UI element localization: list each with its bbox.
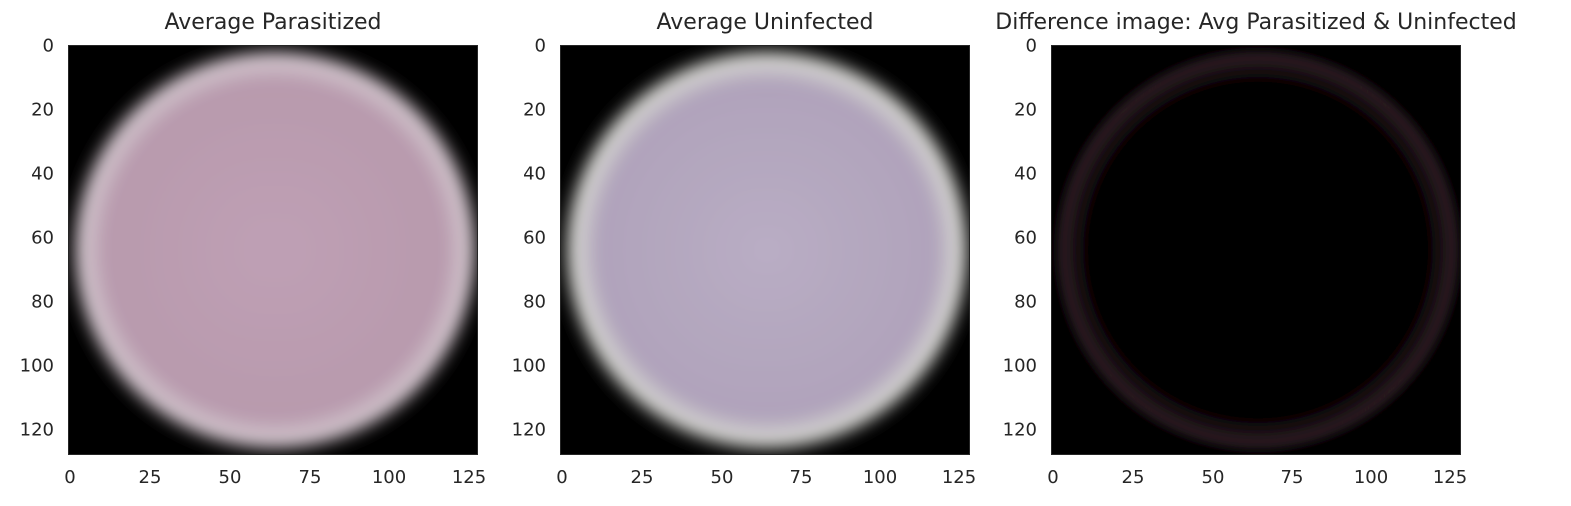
x-tick-label: 125 [941, 467, 977, 488]
y-tick-label: 0 [42, 35, 54, 57]
y-tick-label: 120 [1002, 419, 1037, 441]
image-canvas-difference [1052, 46, 1460, 454]
x-tick-label: 25 [1121, 467, 1145, 488]
y-tick-label: 20 [31, 99, 54, 121]
x-tick-label: 50 [218, 467, 242, 488]
x-tick-label: 0 [64, 467, 76, 488]
y-tick-label: 80 [523, 291, 546, 313]
y-tick-label: 120 [511, 419, 546, 441]
x-tick-label: 75 [298, 467, 322, 488]
image-canvas-uninfected [561, 46, 969, 454]
y-tick-label: 20 [1014, 99, 1037, 121]
x-tick-label: 25 [630, 467, 654, 488]
y-tick-label: 100 [1002, 355, 1037, 377]
y-tick-label: 0 [534, 35, 546, 57]
y-tick-label: 120 [19, 419, 54, 441]
panel-title-parasitized: Average Parasitized [164, 10, 382, 35]
y-tick-label: 40 [523, 163, 546, 185]
y-tick-label: 60 [1014, 227, 1037, 249]
panel-title-difference: Difference image: Avg Parasitized & Unin… [995, 10, 1517, 35]
y-tick-label: 60 [523, 227, 546, 249]
x-tick-label: 0 [1047, 467, 1059, 488]
y-tick-label: 20 [523, 99, 546, 121]
x-tick-label: 125 [1432, 467, 1468, 488]
x-tick-label: 125 [451, 467, 487, 488]
y-tick-label: 40 [1014, 163, 1037, 185]
image-average-parasitized [68, 45, 478, 455]
x-tick-label: 75 [789, 467, 813, 488]
y-tick-label: 100 [19, 355, 54, 377]
x-tick-label: 50 [1201, 467, 1225, 488]
image-difference [1051, 45, 1461, 455]
y-tick-label: 80 [31, 291, 54, 313]
x-tick-label: 75 [1280, 467, 1304, 488]
y-tick-label: 60 [31, 227, 54, 249]
y-tick-label: 80 [1014, 291, 1037, 313]
image-average-uninfected [560, 45, 970, 455]
x-tick-label: 0 [556, 467, 568, 488]
panel-title-uninfected: Average Uninfected [656, 10, 874, 35]
image-canvas-parasitized [69, 46, 477, 454]
x-tick-label: 25 [138, 467, 162, 488]
x-tick-label: 100 [862, 467, 898, 488]
x-tick-label: 100 [371, 467, 407, 488]
x-tick-label: 50 [710, 467, 734, 488]
y-tick-label: 0 [1025, 35, 1037, 57]
x-tick-label: 100 [1353, 467, 1389, 488]
y-tick-label: 40 [31, 163, 54, 185]
y-tick-label: 100 [511, 355, 546, 377]
